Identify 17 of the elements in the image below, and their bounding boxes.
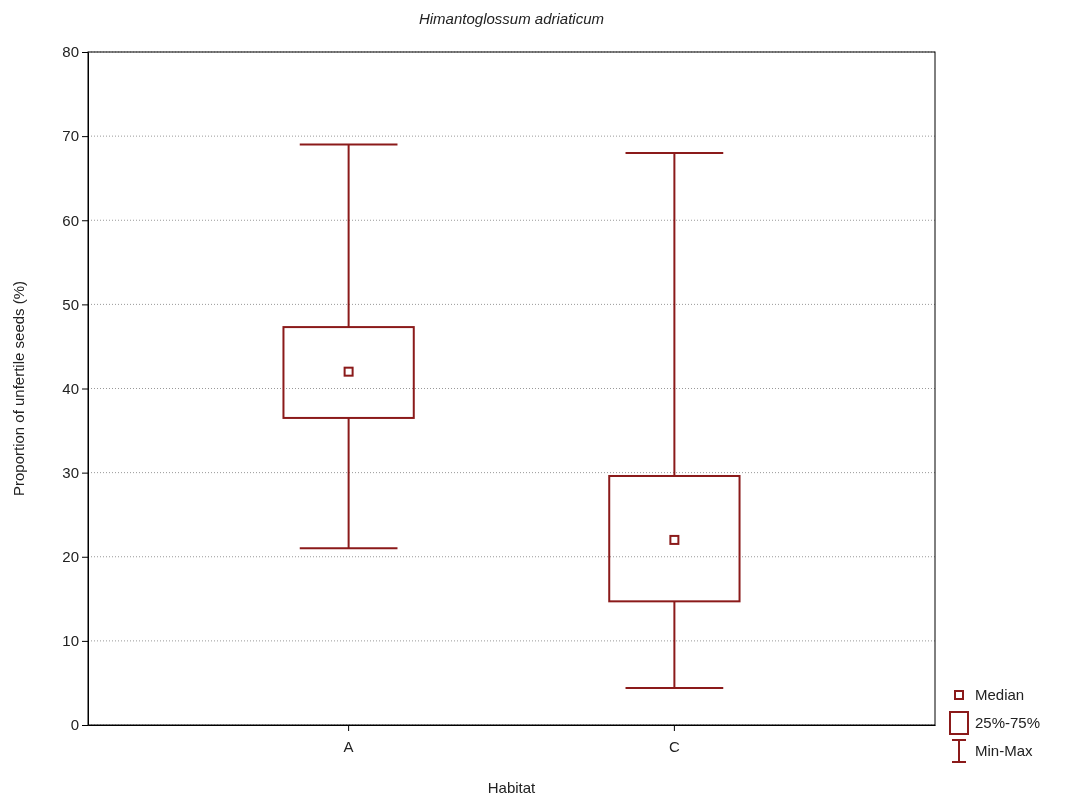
y-axis-title: Proportion of unfertile seeds (%)	[10, 280, 27, 497]
x-tick-label: C	[668, 738, 680, 755]
y-tick-label: 20	[62, 548, 79, 566]
y-tick-label: 30	[62, 463, 79, 481]
y-tick-label: 60	[62, 211, 79, 229]
y-tick-label: 40	[62, 379, 79, 397]
text: Median	[975, 686, 1025, 703]
x-axis-title: Habitat	[487, 779, 537, 796]
text: Min-Max	[975, 742, 1033, 759]
x-tick-label: A	[343, 738, 354, 755]
chart-title: Himantoglossum adriaticum	[418, 10, 605, 27]
y-tick-label: 10	[62, 632, 79, 650]
text: 25%-75%	[975, 714, 1041, 731]
y-tick-label: 50	[62, 295, 79, 313]
y-tick-label: 0	[70, 716, 79, 734]
y-tick-label: 80	[62, 43, 79, 61]
y-tick-label: 70	[62, 127, 79, 145]
